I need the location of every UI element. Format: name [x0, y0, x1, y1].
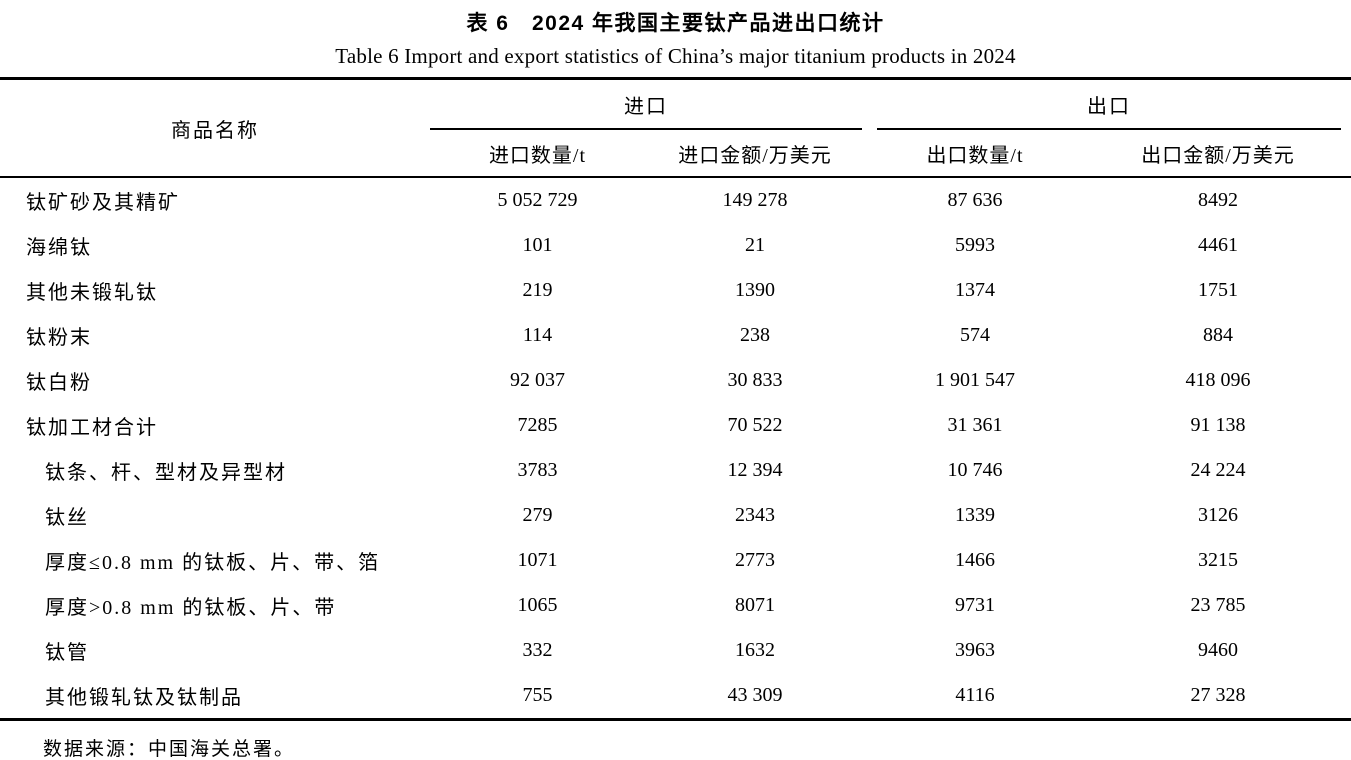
export-qty-cell: 4116 — [955, 684, 995, 706]
import-qty-cell: 1065 — [517, 594, 558, 616]
export-value-cell: 3215 — [1198, 549, 1238, 571]
import-qty-cell: 332 — [522, 639, 553, 661]
product-name-cell: 钛矿砂及其精矿 — [26, 192, 180, 214]
import-qty-cell: 5 052 729 — [497, 189, 578, 211]
import-qty-cell: 755 — [522, 684, 553, 706]
table-title-en: Table 6 Import and export statistics of … — [335, 44, 1016, 68]
product-name-cell: 海绵钛 — [26, 237, 92, 259]
import-value-cell: 1632 — [735, 639, 775, 661]
export-qty-cell: 10 746 — [947, 459, 1003, 481]
import-qty-cell: 219 — [522, 279, 553, 301]
data-source-note: 数据来源：中国海关总署。 — [43, 739, 296, 760]
export-qty-cell: 87 636 — [947, 189, 1003, 211]
export-qty-cell: 1339 — [955, 504, 995, 526]
table-row: 钛管 332 1632 3963 9460 — [0, 628, 1351, 673]
table-row: 海绵钛 101 21 5993 4461 — [0, 223, 1351, 268]
import-value-cell: 43 309 — [727, 684, 783, 706]
col-header-export-qty: 出口数量/t — [865, 130, 1085, 178]
product-name-cell: 其他锻轧钛及钛制品 — [45, 687, 243, 709]
export-value-cell: 24 224 — [1190, 459, 1246, 481]
product-name-cell: 钛粉末 — [26, 327, 92, 349]
product-name-cell: 钛加工材合计 — [26, 417, 158, 439]
export-qty-cell: 3963 — [955, 639, 995, 661]
table-row: 钛矿砂及其精矿 5 052 729 149 278 87 636 8492 — [0, 177, 1351, 223]
table-row: 其他未锻轧钛 219 1390 1374 1751 — [0, 268, 1351, 313]
product-name-cell: 钛白粉 — [26, 372, 92, 394]
import-value-cell: 12 394 — [727, 459, 783, 481]
import-value-cell: 8071 — [735, 594, 775, 616]
import-qty-cell: 279 — [522, 504, 553, 526]
export-value-cell: 4461 — [1198, 234, 1238, 256]
import-qty-cell: 7285 — [517, 414, 558, 436]
export-value-cell: 884 — [1203, 324, 1233, 346]
export-qty-cell: 31 361 — [947, 414, 1003, 436]
col-header-import-value: 进口金额/万美元 — [645, 130, 865, 178]
export-group-label: 出口 — [877, 80, 1341, 130]
col-header-export-value: 出口金额/万美元 — [1085, 130, 1351, 178]
table-row: 厚度>0.8 mm 的钛板、片、带 1065 8071 9731 23 785 — [0, 583, 1351, 628]
product-name-cell: 厚度>0.8 mm 的钛板、片、带 — [45, 597, 337, 619]
product-name-cell: 钛条、杆、型材及异型材 — [45, 462, 287, 484]
export-qty-cell: 1466 — [955, 549, 995, 571]
import-group-header: 进口 — [430, 79, 865, 130]
import-qty-cell: 92 037 — [510, 369, 565, 391]
table-row: 钛丝 279 2343 1339 3126 — [0, 493, 1351, 538]
export-qty-cell: 1 901 547 — [935, 369, 1015, 391]
table-row: 钛白粉 92 037 30 833 1 901 547 418 096 — [0, 358, 1351, 403]
export-value-cell: 23 785 — [1190, 594, 1246, 616]
export-value-cell: 27 328 — [1190, 684, 1246, 706]
table-row: 钛粉末 114 238 574 884 — [0, 313, 1351, 358]
export-value-cell: 3126 — [1198, 504, 1238, 526]
table-row: 钛条、杆、型材及异型材 3783 12 394 10 746 24 224 — [0, 448, 1351, 493]
export-value-cell: 91 138 — [1190, 414, 1246, 436]
import-qty-cell: 101 — [522, 234, 553, 256]
import-value-cell: 21 — [745, 234, 765, 256]
import-qty-cell: 3783 — [517, 459, 558, 481]
table-row: 其他锻轧钛及钛制品 755 43 309 4116 27 328 — [0, 673, 1351, 720]
import-export-table: 商品名称 进口 出口 进口数量/t 进口金额/万美元 出口数量/t 出口金额/万… — [0, 77, 1351, 721]
group-header-row: 商品名称 进口 出口 — [0, 78, 1351, 178]
export-qty-cell: 1374 — [955, 279, 995, 301]
export-qty-cell: 9731 — [955, 594, 995, 616]
product-name-cell: 其他未锻轧钛 — [26, 282, 158, 304]
export-qty-cell: 5993 — [955, 234, 995, 256]
col-header-import-qty: 进口数量/t — [430, 130, 645, 178]
export-value-cell: 418 096 — [1185, 369, 1251, 391]
product-name-cell: 钛丝 — [45, 507, 89, 529]
export-qty-cell: 574 — [960, 324, 990, 346]
import-value-cell: 2343 — [735, 504, 775, 526]
export-value-cell: 9460 — [1198, 639, 1238, 661]
import-qty-cell: 114 — [522, 324, 553, 346]
import-value-cell: 149 278 — [722, 189, 788, 211]
table-title-zh: 表 6 2024 年我国主要钛产品进出口统计 — [466, 12, 885, 35]
sub-header-row: 进口数量/t 进口金额/万美元 出口数量/t 出口金额/万美元 — [0, 130, 1351, 178]
export-group-header: 出口 — [865, 79, 1351, 130]
table-row: 厚度≤0.8 mm 的钛板、片、带、箔 1071 2773 1466 3215 — [0, 538, 1351, 583]
import-value-cell: 238 — [740, 324, 770, 346]
import-value-cell: 30 833 — [727, 369, 783, 391]
import-group-label: 进口 — [430, 80, 862, 130]
import-qty-cell: 1071 — [517, 549, 558, 571]
import-value-cell: 2773 — [735, 549, 775, 571]
product-name-header: 商品名称 — [0, 78, 430, 178]
table-row: 钛加工材合计 7285 70 522 31 361 91 138 — [0, 403, 1351, 448]
product-name-cell: 厚度≤0.8 mm 的钛板、片、带、箔 — [45, 552, 381, 574]
product-name-cell: 钛管 — [45, 642, 89, 664]
import-value-cell: 70 522 — [727, 414, 783, 436]
import-value-cell: 1390 — [735, 279, 775, 301]
export-value-cell: 1751 — [1198, 279, 1238, 301]
export-value-cell: 8492 — [1198, 189, 1238, 211]
